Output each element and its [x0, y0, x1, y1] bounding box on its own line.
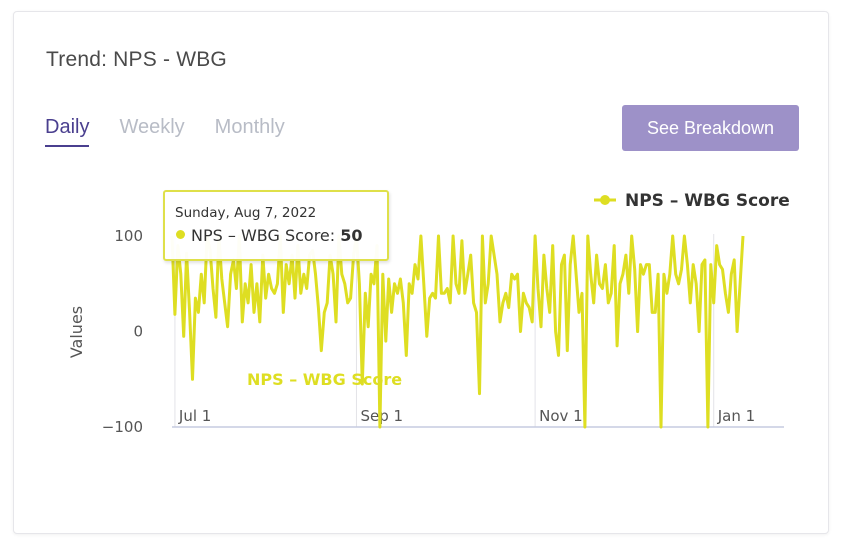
x-tick-label: Jan 1 — [717, 407, 755, 425]
see-breakdown-button[interactable]: See Breakdown — [622, 105, 799, 151]
card-title: Trend: NPS - WBG — [46, 48, 227, 71]
chart-grid: Jul 1 Sep 1 Nov 1 Jan 1 — [174, 234, 755, 427]
tooltip-date: Sunday, Aug 7, 2022 — [175, 205, 317, 221]
tooltip-series-label: NPS – WBG Score: — [191, 226, 336, 245]
y-tick-label: 0 — [133, 323, 143, 341]
tab-monthly[interactable]: Monthly — [214, 116, 285, 138]
granularity-tabs: Daily Weekly Monthly — [45, 116, 285, 147]
x-tick-label: Nov 1 — [539, 407, 583, 425]
y-tick-label: 100 — [114, 227, 143, 245]
x-tick-label: Sep 1 — [360, 407, 403, 425]
x-tick-label: Jul 1 — [178, 407, 211, 425]
legend-label: NPS – WBG Score — [625, 191, 790, 211]
tab-daily[interactable]: Daily — [45, 116, 90, 147]
series-line[interactable] — [170, 234, 745, 429]
tab-weekly[interactable]: Weekly — [119, 116, 185, 138]
chart-tooltip: Sunday, Aug 7, 2022 NPS – WBG Score: 50 — [163, 190, 389, 261]
series-layer — [170, 234, 745, 429]
chart-legend[interactable]: NPS – WBG Score — [594, 191, 790, 211]
legend-dot-marker — [600, 195, 610, 205]
tooltip-series-dot — [176, 230, 185, 239]
chart-axes: Values 100 0 −100 — [67, 227, 784, 436]
y-axis-title: Values — [67, 306, 86, 358]
tooltip-row: NPS – WBG Score: 50 — [176, 226, 363, 245]
tooltip-value: 50 — [340, 226, 363, 245]
series-inline-label: NPS – WBG Score — [247, 370, 402, 389]
y-tick-label: −100 — [102, 418, 143, 436]
